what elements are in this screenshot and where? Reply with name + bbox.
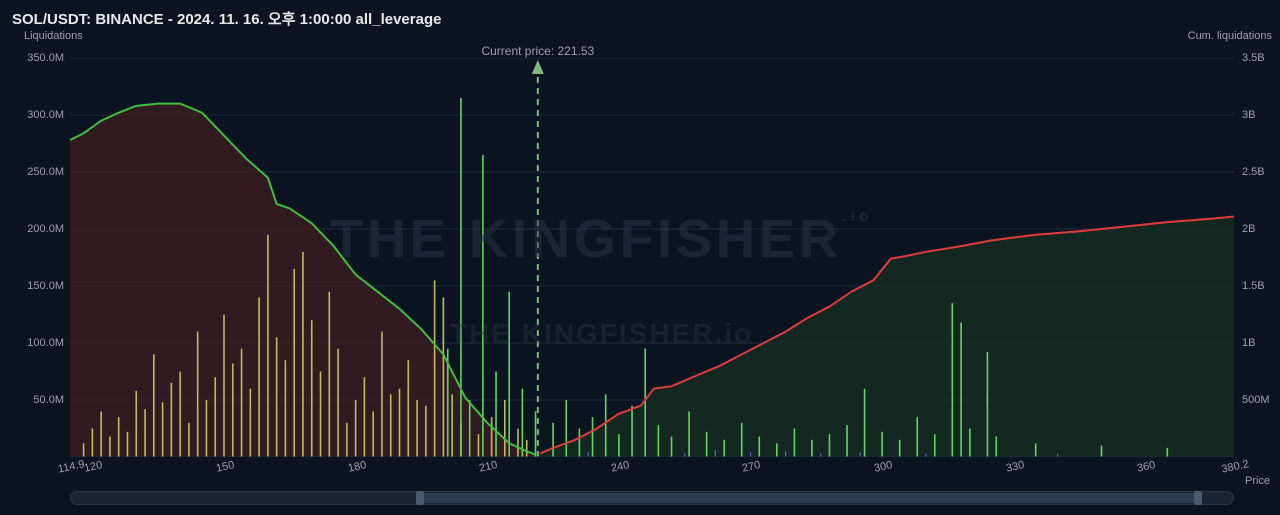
range-scrollbar-thumb[interactable] bbox=[420, 493, 1199, 503]
range-scrollbar-track[interactable] bbox=[70, 491, 1234, 505]
axis-tick-label: 1B bbox=[1242, 337, 1255, 349]
axis-tick-label: 100.0M bbox=[27, 337, 64, 349]
axis-tick-label: 200.0M bbox=[27, 223, 64, 235]
axis-tick-label: 50.0M bbox=[33, 394, 64, 406]
chart-svg bbox=[70, 58, 1234, 457]
axis-tick-label: 1.5B bbox=[1242, 280, 1265, 292]
chart-plot-area[interactable]: THE KINGFISHER.io THE KINGFISHER.io bbox=[70, 58, 1234, 457]
chart-title: SOL/USDT: BINANCE - 2024. 11. 16. 오후 1:0… bbox=[12, 8, 441, 29]
axis-tick-label: 3.5B bbox=[1242, 52, 1265, 64]
axis-tick-label: 150.0M bbox=[27, 280, 64, 292]
current-price-label: Current price: 221.53 bbox=[481, 44, 594, 58]
range-scrollbar-handle-left[interactable] bbox=[416, 491, 424, 505]
axis-tick-label: 3B bbox=[1242, 109, 1255, 121]
chart-container: SOL/USDT: BINANCE - 2024. 11. 16. 오후 1:0… bbox=[0, 0, 1280, 515]
axis-tick-label: 350.0M bbox=[27, 52, 64, 64]
axis-tick-label: 300.0M bbox=[27, 109, 64, 121]
axis-tick-label: 500M bbox=[1242, 394, 1270, 406]
y-left-axis-label: Liquidations bbox=[24, 30, 83, 42]
axis-tick-label: 250.0M bbox=[27, 166, 64, 178]
axis-tick-label: 2.5B bbox=[1242, 166, 1265, 178]
range-scrollbar-handle-right[interactable] bbox=[1194, 491, 1202, 505]
y-right-axis-label: Cum. liquidations bbox=[1188, 30, 1272, 42]
axis-tick-label: 2B bbox=[1242, 223, 1255, 235]
x-axis-label: Price bbox=[1245, 475, 1270, 487]
